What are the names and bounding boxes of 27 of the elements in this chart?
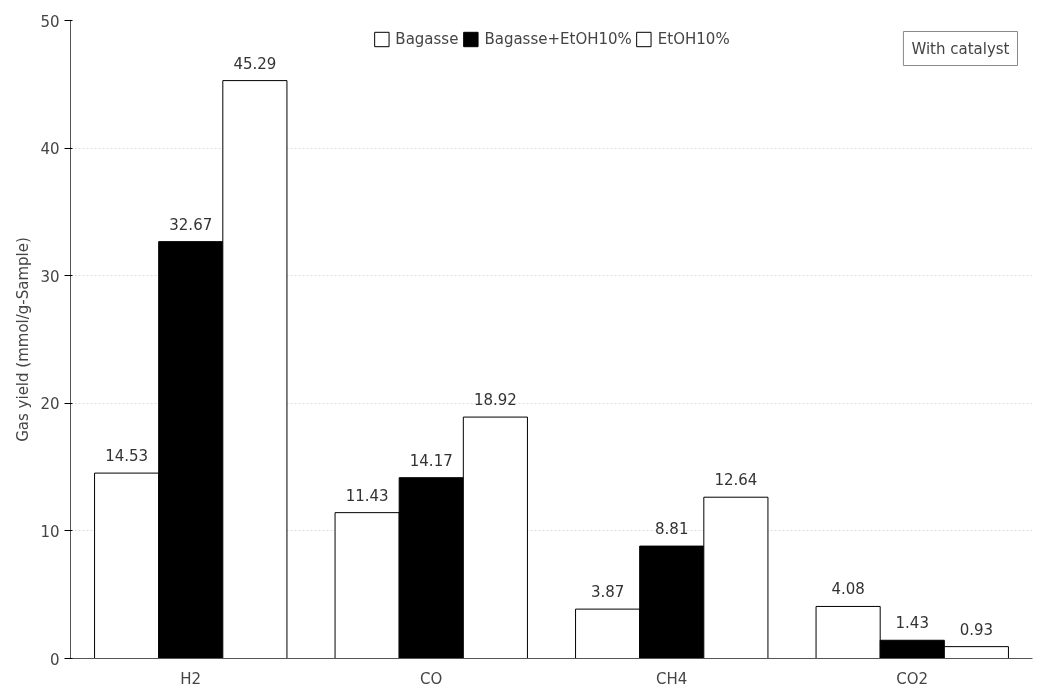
y-tick-label: 20	[40, 395, 60, 414]
y-tick-label: 40	[40, 140, 60, 159]
data-label: 8.81	[655, 520, 689, 539]
data-label: 12.64	[714, 471, 758, 490]
legend-label: EtOH10%	[657, 30, 730, 48]
y-axis-title: Gas yield (mmol/g-Sample)	[14, 237, 33, 442]
data-label: 32.67	[169, 215, 213, 234]
legend-label: Bagasse+EtOH10%	[484, 30, 632, 48]
data-label: 4.08	[831, 580, 865, 599]
data-label: 14.17	[409, 451, 453, 470]
x-tick-label: H2	[180, 669, 202, 688]
y-tick-label: 0	[49, 650, 60, 669]
legend-label: Bagasse	[395, 30, 459, 48]
y-tick-label: 30	[40, 267, 60, 286]
x-tick-label: CH4	[656, 669, 688, 688]
data-label: 1.43	[895, 614, 929, 633]
data-label: 0.93	[959, 620, 994, 639]
y-tick-label: 10	[40, 522, 60, 541]
data-label: 18.92	[473, 391, 517, 410]
x-tick-label: CO2	[896, 669, 929, 688]
y-tick-label: 50	[40, 12, 60, 31]
x-tick-label: CO	[420, 669, 443, 688]
data-label: 3.87	[590, 583, 625, 602]
data-label: 11.43	[345, 486, 389, 505]
data-label: 14.53	[105, 447, 149, 466]
annotation: With catalyst	[911, 39, 1010, 58]
data-label: 45.29	[233, 54, 277, 73]
